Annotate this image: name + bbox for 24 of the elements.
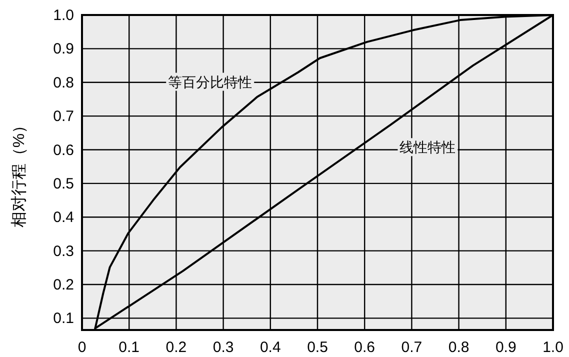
x-tick-label: 0.7	[401, 339, 422, 356]
y-tick-label: 0.6	[53, 142, 74, 159]
x-tick-label: 0.3	[212, 339, 234, 356]
x-tick-label: 0.8	[448, 339, 470, 356]
series-label: 等百分比特性	[168, 74, 252, 90]
y-axis-title: 相对行程（%）	[10, 117, 28, 228]
y-tick-label: 0.8	[53, 74, 74, 92]
y-tick-label: 0.1	[53, 310, 74, 328]
x-tick-label: 1.0	[542, 339, 564, 356]
x-tick-label: 0.4	[260, 339, 281, 356]
y-tick-label: 0.2	[53, 276, 74, 294]
y-tick-label: 0.9	[53, 40, 74, 58]
y-tick-label: 0.4	[53, 209, 74, 226]
x-tick-label: 0.9	[495, 339, 516, 356]
y-tick-label: 0.3	[53, 242, 74, 260]
y-tick-label: 1.0	[53, 7, 74, 24]
x-tick-label: 0.6	[354, 339, 376, 356]
x-tick-label: 0.2	[166, 339, 187, 356]
x-tick-label: 0.5	[307, 339, 328, 356]
series-label: 线性特性	[400, 139, 456, 156]
y-tick-label: 0.7	[53, 108, 74, 126]
x-tick-label: 0	[78, 339, 86, 356]
y-tick-label: 0.5	[53, 175, 74, 192]
x-tick-label: 0.1	[118, 339, 140, 356]
